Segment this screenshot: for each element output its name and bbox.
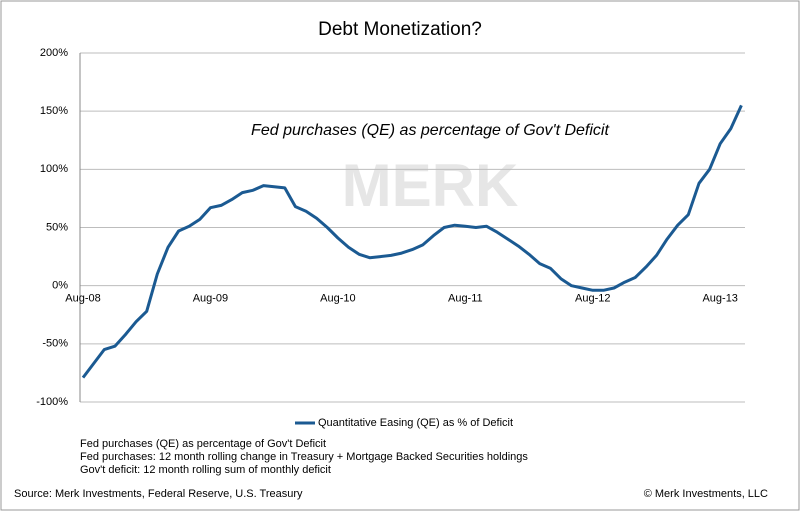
y-tick-label: 200% — [40, 47, 68, 59]
x-tick-label: Aug-09 — [193, 293, 228, 305]
copyright: © Merk Investments, LLC — [644, 488, 768, 500]
line-series — [81, 104, 743, 379]
x-tick-label: Aug-12 — [575, 293, 610, 305]
x-tick-label: Aug-13 — [702, 293, 737, 305]
note: Gov't deficit: 12 month rolling sum of m… — [80, 464, 331, 476]
y-tick-label: -100% — [36, 396, 68, 408]
annotation: Fed purchases (QE) as percentage of Gov'… — [251, 122, 609, 139]
y-tick-label: 50% — [46, 221, 68, 233]
y-tick-label: -50% — [42, 338, 68, 350]
note: Fed purchases: 12 month rolling change i… — [80, 451, 528, 463]
x-tick-label: Aug-08 — [65, 293, 100, 305]
x-tick-label: Aug-10 — [320, 293, 355, 305]
chart-title: Debt Monetization? — [318, 19, 482, 40]
y-tick-label: 150% — [40, 105, 68, 117]
watermark: MERK — [342, 152, 519, 219]
source: Source: Merk Investments, Federal Reserv… — [14, 488, 303, 500]
y-tick-label: 0% — [52, 280, 68, 292]
note: Fed purchases (QE) as percentage of Gov'… — [80, 438, 326, 450]
legend-label: Quantitative Easing (QE) as % of Deficit — [318, 417, 513, 429]
x-tick-label: Aug-11 — [448, 293, 483, 305]
y-tick-label: 100% — [40, 163, 68, 175]
